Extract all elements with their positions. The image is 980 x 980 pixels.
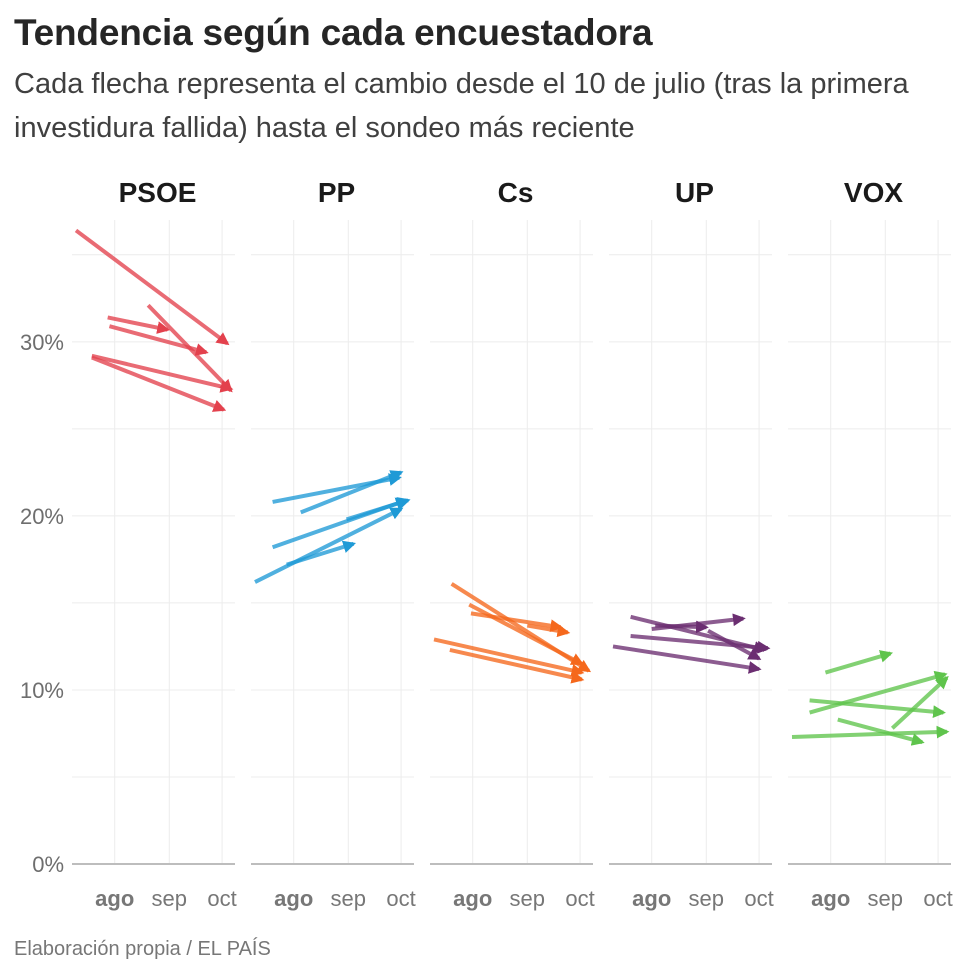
chart-title: Tendencia según cada encuestadora — [14, 12, 653, 53]
y-tick-label-10: 10% — [20, 678, 64, 703]
y-tick-label-20: 20% — [20, 504, 64, 529]
arrow-up-4 — [630, 633, 771, 654]
arrow-vox-3 — [890, 676, 949, 730]
arrow-vox-6 — [791, 725, 950, 739]
arrow-vox-4 — [809, 698, 946, 719]
arrow-pp-6 — [286, 540, 357, 567]
x-tick-label-oct: oct — [744, 886, 773, 911]
arrow-pp-2 — [300, 470, 404, 515]
x-tick-label-oct: oct — [923, 886, 952, 911]
arrow-up-5 — [707, 629, 762, 661]
arrow-vox-2 — [809, 670, 948, 715]
arrow-cs-6 — [449, 647, 585, 684]
arrow-pp-4 — [345, 497, 411, 522]
arrow-psoe-6 — [91, 355, 227, 412]
arrow-cs-3 — [470, 611, 564, 633]
arrow-psoe-2 — [107, 315, 171, 334]
arrow-cs-2 — [468, 602, 585, 666]
x-tick-label-sep: sep — [868, 886, 903, 911]
y-tick-label-30: 30% — [20, 330, 64, 355]
arrow-vox-5 — [837, 717, 925, 746]
x-tick-label-ago: ago — [453, 886, 492, 911]
panel-title-up: UP — [675, 177, 714, 208]
x-tick-label-ago: ago — [811, 886, 850, 911]
panel-title-cs: Cs — [498, 177, 534, 208]
panel-title-pp: PP — [318, 177, 355, 208]
x-tick-label-oct: oct — [207, 886, 236, 911]
panel-pp: PP ago sep oct — [251, 177, 416, 911]
chart-subtitle: Cada flecha representa el cambio desde e… — [14, 68, 909, 144]
panel-psoe: PSOE ago sep oct — [72, 177, 237, 911]
y-tick-label-0: 0% — [32, 852, 64, 877]
x-tick-label-oct: oct — [565, 886, 594, 911]
arrow-vox-1 — [824, 650, 894, 675]
x-tick-label-ago: ago — [274, 886, 313, 911]
x-tick-label-ago: ago — [632, 886, 671, 911]
arrow-up-6 — [612, 644, 762, 674]
x-tick-label-sep: sep — [689, 886, 724, 911]
arrow-psoe-1 — [74, 228, 230, 346]
arrow-psoe-4 — [146, 303, 233, 393]
x-tick-label-sep: sep — [510, 886, 545, 911]
x-tick-label-sep: sep — [152, 886, 187, 911]
x-tick-label-ago: ago — [95, 886, 134, 911]
arrow-pp-5 — [254, 507, 404, 584]
source-credit: Elaboración propia / EL PAÍS — [14, 938, 271, 960]
x-tick-label-oct: oct — [386, 886, 415, 911]
arrow-up-3 — [655, 620, 709, 634]
arrow-cs-4 — [526, 623, 571, 638]
arrow-psoe-5 — [91, 353, 234, 393]
panel-title-psoe: PSOE — [119, 177, 197, 208]
panel-title-vox: VOX — [844, 177, 903, 208]
panel-cs: Cs ago sep oct — [430, 177, 595, 911]
panel-vox: VOX ago sep oct — [788, 177, 953, 911]
panel-up: UP ago sep oct — [609, 177, 774, 911]
x-tick-label-sep: sep — [331, 886, 366, 911]
arrow-cs-5 — [433, 637, 585, 677]
